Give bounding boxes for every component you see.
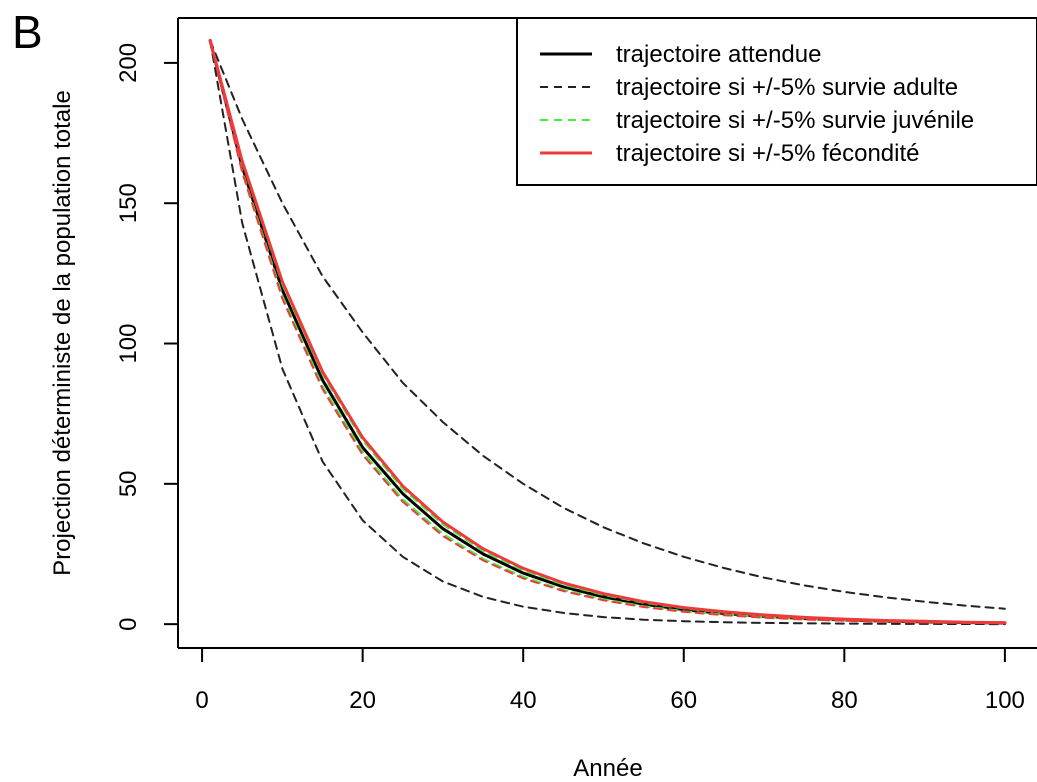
panel-label: B xyxy=(12,6,43,58)
x-axis-title: Année xyxy=(573,755,642,782)
x-tick-label: 100 xyxy=(985,687,1025,714)
series-line-1 xyxy=(209,39,1006,610)
x-tick-label: 40 xyxy=(510,687,537,714)
series-line-6 xyxy=(209,39,1006,625)
y-axis: 0 50 100 150 200 xyxy=(115,43,179,631)
legend-label: trajectoire attendue xyxy=(616,41,821,68)
x-tick-label: 0 xyxy=(195,687,208,714)
series-line-5 xyxy=(208,38,1007,625)
legend: trajectoire attendue trajectoire si +/-5%… xyxy=(516,17,1037,186)
x-axis: 0 20 40 60 80 100 xyxy=(195,647,1025,714)
series-line-2 xyxy=(209,39,1006,626)
legend-label: trajectoire si +/-5% survie juvénile xyxy=(616,107,974,134)
x-tick-label: 20 xyxy=(349,687,376,714)
y-tick-label: 200 xyxy=(115,43,142,83)
series-layer xyxy=(208,38,1007,626)
legend-label: trajectoire si +/-5% survie adulte xyxy=(616,74,958,101)
y-tick-label: 150 xyxy=(115,183,142,223)
y-tick-label: 100 xyxy=(115,323,142,363)
y-tick-label: 0 xyxy=(115,617,142,630)
legend-label: trajectoire si +/-5% fécondité xyxy=(616,140,919,167)
y-tick-label: 50 xyxy=(115,470,142,497)
y-axis-title: Projection déterministe de la population… xyxy=(49,90,76,576)
x-tick-label: 80 xyxy=(831,687,858,714)
legend-box xyxy=(516,17,1037,186)
x-tick-label: 60 xyxy=(670,687,697,714)
